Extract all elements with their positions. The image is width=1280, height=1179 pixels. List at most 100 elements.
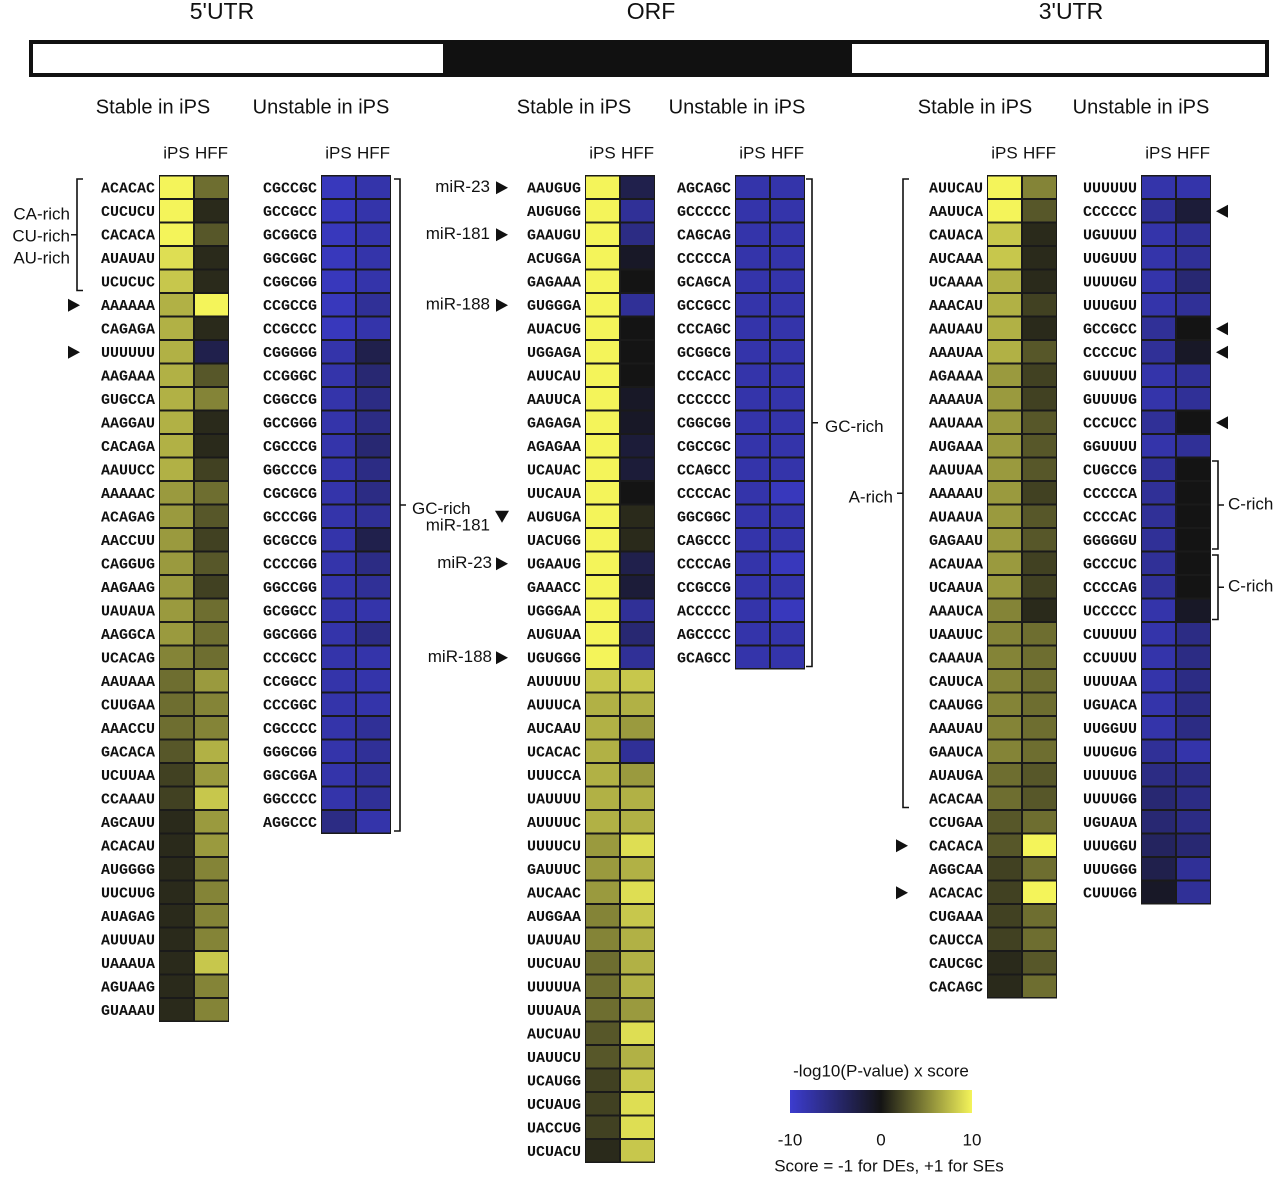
motif-label: GCGCCG [263,533,317,550]
heatmap-cell [1177,670,1210,692]
motif-label: AAACCU [101,721,155,738]
heatmap-cell [195,364,228,386]
heatmap-cell [621,670,654,692]
motif-label: UAAUUC [929,627,983,644]
panel-title: Unstable in iPS [669,96,806,118]
heatmap-frame [159,175,229,1022]
heatmap-cell [1023,905,1056,927]
bracket [1212,460,1224,550]
heatmap-cell [621,223,654,245]
motif-label: CAUUCA [929,674,983,691]
heatmap-cell [195,740,228,762]
motif-label: AAGGCA [101,627,155,644]
heatmap-cell [621,1116,654,1138]
heatmap-cell [1023,364,1056,386]
motif-label: UGGAGA [527,345,581,362]
motif-label: AGUAAG [101,980,155,997]
motif-label: UUUGGG [1083,862,1137,879]
motif-label: CUUUUU [1083,627,1137,644]
motif-label: AAAUAA [929,345,983,362]
heatmap-cell [771,270,804,292]
heatmap-cell [1177,858,1210,880]
heatmap-cell [195,952,228,974]
heatmap-cell [195,200,228,222]
heatmap-cell [771,552,804,574]
heatmap-cell [1142,764,1175,786]
motif-label: GGCGGA [263,768,317,785]
column-label: HFF [621,143,654,162]
heatmap-cell [1142,693,1175,715]
heatmap-cell [586,740,619,762]
motif-label: ACCCCC [677,604,731,621]
motif-label: CUGAAA [929,909,983,926]
annotation-label: miR-23 [437,553,492,572]
heatmap-cell [322,317,355,339]
heatmap-cell [357,529,390,551]
heatmap-cell [1177,388,1210,410]
heatmap-cell [1023,623,1056,645]
motif-label: UAUUCU [527,1050,581,1067]
heatmap-cell [1023,505,1056,527]
heatmap-cell [586,247,619,269]
heatmap-cell [322,811,355,833]
legend-tick-label: -10 [778,1130,803,1149]
heatmap-cell [195,928,228,950]
heatmap-cell [771,482,804,504]
heatmap-cell [195,787,228,809]
motif-label: CGGCGG [677,416,731,433]
motif-label: AUGGAA [527,909,581,926]
heatmap-cell [988,529,1021,551]
heatmap-cell [357,270,390,292]
heatmap-cell [160,928,193,950]
motif-label: CCCCAG [677,557,731,574]
heatmap-cell [195,693,228,715]
heatmap-cell [1177,505,1210,527]
heatmap-cell [736,176,769,198]
motif-label: CAAAUA [929,651,983,668]
heatmap-cell [586,834,619,856]
heatmap-cell [160,646,193,668]
motif-label: CCCCGG [263,557,317,574]
heatmap-cell [160,364,193,386]
motif-label: AAAAAU [929,486,983,503]
motif-label: UCUACU [527,1144,581,1161]
motif-label: UUUUUU [1083,181,1137,198]
column-label: iPS [325,143,351,162]
motif-label: GAAACC [527,580,581,597]
heatmap-cell [160,881,193,903]
heatmap-cell [357,388,390,410]
heatmap-cell [1177,223,1210,245]
bracket [806,178,818,668]
motif-label: AUUUAU [101,933,155,950]
heatmap-cell [586,576,619,598]
column-label: iPS [1145,143,1171,162]
heatmap-cell [160,341,193,363]
heatmap-cell [357,740,390,762]
motif-label: UUUUCU [527,839,581,856]
heatmap-cell [1177,482,1210,504]
motif-label: ACUGGA [527,251,581,268]
heatmap-cell [621,529,654,551]
heatmap-cell [771,294,804,316]
heatmap-cell [988,599,1021,621]
motif-label: UUUUGU [1083,275,1137,292]
motif-label: AUCAAU [527,721,581,738]
heatmap-cell [1142,670,1175,692]
heatmap-cell [1142,364,1175,386]
heatmap-cell [322,341,355,363]
heatmap-cell [771,529,804,551]
heatmap-cell [1177,411,1210,433]
heatmap-cell [771,458,804,480]
motif-label: ACACAC [929,886,983,903]
motif-label: AUGUAA [527,627,581,644]
column-label: iPS [991,143,1017,162]
heatmap-cell [1023,341,1056,363]
heatmap-cell [771,223,804,245]
motif-label: CCGGCC [263,674,317,691]
heatmap-cell [621,693,654,715]
annotation-label: miR-181 [426,224,490,243]
arrow-marker [495,510,509,523]
motif-label: CCUUUU [1083,651,1137,668]
heatmap-cell [621,1093,654,1115]
heatmap-cell [160,176,193,198]
